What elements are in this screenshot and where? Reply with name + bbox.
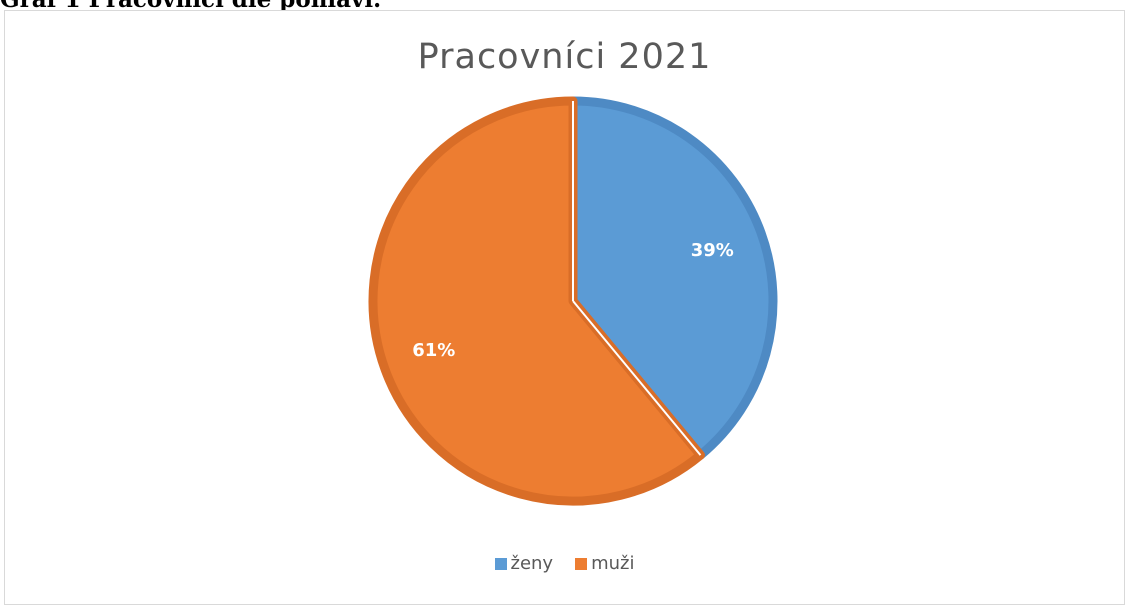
legend-label: ženy: [510, 553, 554, 574]
legend-item-ženy: ženy: [494, 553, 554, 574]
legend: ženy muži: [5, 553, 1124, 574]
data-label-ženy: 39%: [691, 240, 734, 261]
chart-title: Pracovníci 2021: [417, 37, 712, 77]
legend-label: muži: [591, 553, 635, 574]
legend-item-muži: muži: [575, 553, 635, 574]
pie-slice-muži: [368, 96, 705, 506]
chart-caption: Graf 1 Pracovníci dle pohlaví.: [0, 0, 381, 13]
legend-swatch: [575, 557, 588, 570]
slice-separator: [572, 300, 702, 456]
pie-slice-ženy: [568, 96, 778, 460]
data-label-muži: 61%: [412, 340, 455, 361]
chart-area: Pracovníci 2021 39% 61% ženy muži: [4, 10, 1125, 605]
pie-chart: 39% 61%: [368, 96, 778, 506]
legend-swatch: [494, 557, 507, 570]
